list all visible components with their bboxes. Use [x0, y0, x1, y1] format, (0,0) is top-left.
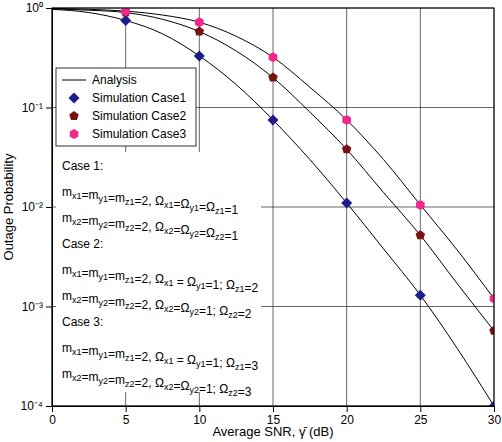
- legend-swatch: [62, 80, 86, 81]
- x-tick-label: 10: [193, 413, 207, 427]
- y-tick: 10⁻⁴: [20, 399, 52, 413]
- plot: 05101520253010⁻⁴10⁻³10⁻²10⁻¹10⁰AnalysisS…: [20, 1, 501, 426]
- analysis-line: [52, 9, 494, 406]
- legend-box: [56, 68, 196, 146]
- marks: [52, 8, 494, 406]
- y-tick: 10⁻³: [22, 300, 52, 314]
- y-tick-mark: [46, 307, 52, 308]
- x-axis-title: Average SNR, γ̄ (dB): [212, 424, 333, 439]
- y-tick: 10⁰: [26, 1, 52, 15]
- marker: [269, 52, 278, 62]
- annotation: mx2=my2=mz2=2, Ωx2=Ωy2=1; Ωz2=3: [62, 367, 252, 399]
- legend-swatch: [69, 93, 80, 104]
- legend-swatch: [69, 111, 79, 120]
- x-tick-label: 25: [414, 413, 428, 427]
- x-tick-mark: [494, 406, 495, 412]
- y-tick-label: 10⁻²: [22, 200, 43, 214]
- marker: [342, 115, 351, 125]
- legend-label: Simulation Case1: [92, 91, 186, 105]
- marker: [489, 401, 495, 407]
- x-tick: 10: [193, 406, 207, 427]
- x-tick: 0: [49, 406, 56, 427]
- y-axis-line: [52, 9, 53, 407]
- x-tick-mark: [126, 406, 127, 412]
- x-tick: 5: [123, 406, 130, 427]
- marker: [195, 17, 204, 27]
- y-tick-mark: [46, 8, 52, 9]
- x-tick-label: 20: [340, 413, 354, 427]
- y-axis-title: Outage Probability: [1, 153, 16, 260]
- x-tick: 20: [340, 406, 354, 427]
- y-tick-label: 10⁻³: [22, 300, 43, 314]
- annotation: mx1=my1=mz1=2, Ωx1 = Ωy1=1; Ωz1=3: [62, 341, 258, 373]
- x-tick-mark: [199, 406, 200, 412]
- legend-swatch: [70, 129, 79, 139]
- marker: [268, 114, 279, 125]
- legend: Analysis Simulation Case1 Simulation Case2…: [56, 68, 196, 146]
- marker: [416, 230, 426, 239]
- grid: [52, 8, 494, 406]
- x-tick: 25: [414, 406, 428, 427]
- y-tick: 10⁻¹: [22, 101, 52, 115]
- y-tick-label: 10⁰: [26, 1, 43, 15]
- x-tick-label: 0: [49, 413, 56, 427]
- annotation: mx1=my1=mz1=2, Ωx1=Ωy1=Ωz1=1: [62, 185, 238, 217]
- marker: [490, 294, 494, 304]
- plot-frame: [52, 8, 494, 406]
- x-tick: 30: [488, 406, 502, 427]
- x-tick-mark: [347, 406, 348, 412]
- y-tick-mark: [46, 207, 52, 208]
- marker: [415, 290, 426, 301]
- annotation: Case 1:: [62, 159, 103, 173]
- y-tick-label: 10⁻⁴: [20, 399, 43, 413]
- marker: [268, 73, 278, 82]
- x-tick-mark: [420, 406, 421, 412]
- marker: [489, 326, 494, 335]
- chart: 05101520253010⁻⁴10⁻³10⁻²10⁻¹10⁰AnalysisS…: [0, 0, 502, 442]
- x-tick-label: 30: [488, 413, 502, 427]
- marker: [342, 144, 352, 153]
- plot-background: [52, 8, 494, 406]
- marker: [194, 50, 205, 61]
- marker: [195, 27, 205, 36]
- y-tick-mark: [46, 108, 52, 109]
- marker: [341, 197, 352, 208]
- annotation: Case 3:: [62, 315, 103, 329]
- marker: [121, 8, 130, 16]
- annotation-background: [56, 152, 261, 392]
- legend-label: Analysis: [92, 73, 137, 87]
- x-tick-mark: [273, 406, 274, 412]
- y-tick-label: 10⁻¹: [22, 101, 43, 115]
- annotation: Case 2:: [62, 237, 103, 251]
- marker: [416, 200, 425, 210]
- legend-label: Simulation Case3: [92, 127, 186, 141]
- x-tick-mark: [52, 406, 53, 412]
- legend-label: Simulation Case2: [92, 109, 186, 123]
- y-tick-mark: [46, 406, 52, 407]
- x-tick-label: 5: [123, 413, 130, 427]
- annotation: mx1=my1=mz1=2, Ωx1 = Ωy1=1; Ωz1=2: [62, 263, 258, 295]
- annotation-block: Case 1: mx1=my1=mz1=2, Ωx1=Ωy1=Ωz1=1 mx2=m…: [56, 152, 261, 399]
- y-tick: 10⁻²: [22, 200, 52, 214]
- y-axis: 10⁻⁴ 10⁻³ 10⁻² 10⁻¹ 10⁰: [20, 1, 52, 413]
